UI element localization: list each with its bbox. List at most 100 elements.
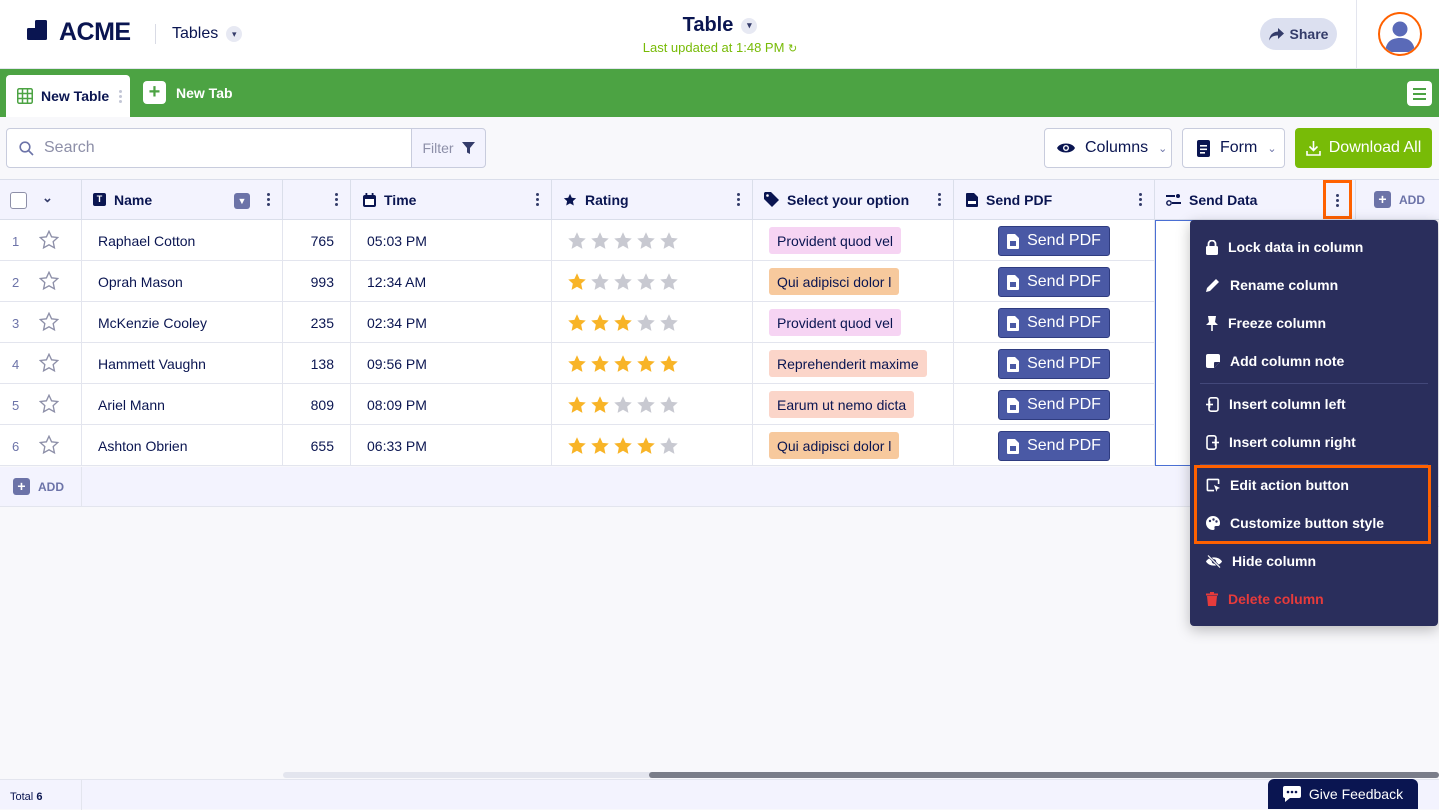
- rating-star-icon[interactable]: [590, 272, 610, 292]
- select-all-checkbox[interactable]: [10, 192, 27, 209]
- new-tab-button[interactable]: + New Tab: [143, 81, 233, 104]
- rating-star-icon[interactable]: [567, 231, 587, 251]
- time-cell[interactable]: 05:03 PM: [351, 220, 552, 261]
- rating-star-icon[interactable]: [567, 313, 587, 333]
- number-cell[interactable]: 993: [283, 261, 351, 302]
- rating-star-icon[interactable]: [659, 395, 679, 415]
- send-pdf-button[interactable]: Send PDF: [998, 267, 1110, 297]
- send-data-column-options-highlighted[interactable]: [1323, 180, 1352, 219]
- rating-cell[interactable]: [552, 220, 753, 261]
- time-cell[interactable]: 02:34 PM: [351, 302, 552, 343]
- option-cell[interactable]: Qui adipisci dolor l: [753, 261, 954, 302]
- time-cell[interactable]: 12:34 AM: [351, 261, 552, 302]
- star-outline-icon[interactable]: [39, 394, 59, 414]
- name-cell[interactable]: Ashton Obrien: [82, 425, 283, 466]
- number-cell[interactable]: 138: [283, 343, 351, 384]
- rating-star-icon[interactable]: [659, 354, 679, 374]
- rating-star-icon[interactable]: [567, 354, 587, 374]
- tab-options-icon[interactable]: [119, 89, 123, 103]
- add-row-button[interactable]: + ADD: [13, 478, 64, 495]
- column-options-icon[interactable]: [267, 193, 270, 206]
- table-row[interactable]: 4 Hammett Vaughn 138 09:56 PM Reprehenderit …: [0, 343, 1155, 384]
- send-pdf-button[interactable]: Send PDF: [998, 431, 1110, 461]
- column-options-icon[interactable]: [737, 193, 740, 206]
- rating-cell[interactable]: [552, 261, 753, 302]
- horizontal-scrollbar-thumb[interactable]: [649, 772, 1439, 778]
- rating-star-icon[interactable]: [636, 272, 656, 292]
- rating-star-icon[interactable]: [590, 313, 610, 333]
- menu-item-lock-data[interactable]: Lock data in column: [1190, 228, 1438, 266]
- rating-star-icon[interactable]: [636, 395, 656, 415]
- menu-item-rename[interactable]: Rename column: [1190, 266, 1438, 304]
- rating-star-icon[interactable]: [659, 272, 679, 292]
- table-row[interactable]: 3 McKenzie Cooley 235 02:34 PM Provident quo…: [0, 302, 1155, 343]
- option-cell[interactable]: Qui adipisci dolor l: [753, 425, 954, 466]
- column-header-select-option[interactable]: Select your option: [753, 179, 954, 220]
- send-pdf-button[interactable]: Send PDF: [998, 226, 1110, 256]
- rating-star-icon[interactable]: [567, 436, 587, 456]
- star-outline-icon[interactable]: [39, 312, 59, 332]
- search-input[interactable]: [44, 139, 384, 157]
- search-box[interactable]: [6, 128, 412, 168]
- rating-star-icon[interactable]: [590, 395, 610, 415]
- app-switcher[interactable]: Tables ▾: [172, 25, 243, 43]
- rating-star-icon[interactable]: [567, 272, 587, 292]
- rating-star-icon[interactable]: [613, 272, 633, 292]
- frozen-pin-icon[interactable]: ▼: [234, 193, 250, 209]
- column-options-icon[interactable]: [335, 193, 338, 206]
- menu-item-hide-column[interactable]: Hide column: [1190, 542, 1438, 580]
- rating-cell[interactable]: [552, 384, 753, 425]
- tab-new-table[interactable]: New Table: [6, 75, 130, 117]
- menu-item-customize-button-style[interactable]: Customize button style: [1190, 504, 1438, 542]
- time-cell[interactable]: 09:56 PM: [351, 343, 552, 384]
- column-header-time[interactable]: Time: [351, 179, 552, 220]
- table-row[interactable]: 6 Ashton Obrien 655 06:33 PM Qui adipisci do…: [0, 425, 1155, 466]
- hamburger-menu-icon[interactable]: [1407, 81, 1432, 106]
- table-row[interactable]: 5 Ariel Mann 809 08:09 PM Earum ut nemo dict…: [0, 384, 1155, 425]
- number-cell[interactable]: 765: [283, 220, 351, 261]
- option-cell[interactable]: Reprehenderit maxime: [753, 343, 954, 384]
- rating-star-icon[interactable]: [659, 313, 679, 333]
- give-feedback-button[interactable]: Give Feedback: [1268, 779, 1418, 809]
- star-rating[interactable]: [567, 231, 679, 251]
- rating-star-icon[interactable]: [613, 313, 633, 333]
- select-all-chevron-down-icon[interactable]: ⌄: [42, 190, 53, 205]
- rating-cell[interactable]: [552, 343, 753, 384]
- name-cell[interactable]: Ariel Mann: [82, 384, 283, 425]
- rating-star-icon[interactable]: [590, 354, 610, 374]
- menu-item-insert-right[interactable]: Insert column right: [1190, 423, 1438, 461]
- rating-star-icon[interactable]: [613, 231, 633, 251]
- rating-cell[interactable]: [552, 302, 753, 343]
- rating-star-icon[interactable]: [636, 354, 656, 374]
- star-rating[interactable]: [567, 436, 679, 456]
- option-cell[interactable]: Provident quod vel: [753, 302, 954, 343]
- menu-item-freeze[interactable]: Freeze column: [1190, 304, 1438, 342]
- table-row[interactable]: 2 Oprah Mason 993 12:34 AM Qui adipisci dolo…: [0, 261, 1155, 302]
- column-options-icon[interactable]: [1336, 194, 1339, 207]
- title-chevron-down-icon[interactable]: ▾: [741, 17, 758, 34]
- rating-star-icon[interactable]: [590, 231, 610, 251]
- refresh-icon[interactable]: ↻: [788, 43, 798, 55]
- star-rating[interactable]: [567, 313, 679, 333]
- number-cell[interactable]: 235: [283, 302, 351, 343]
- rating-star-icon[interactable]: [567, 395, 587, 415]
- rating-star-icon[interactable]: [636, 231, 656, 251]
- send-pdf-button[interactable]: Send PDF: [998, 390, 1110, 420]
- name-cell[interactable]: Raphael Cotton: [82, 220, 283, 261]
- name-cell[interactable]: McKenzie Cooley: [82, 302, 283, 343]
- star-outline-icon[interactable]: [39, 353, 59, 373]
- menu-item-add-note[interactable]: Add column note: [1190, 342, 1438, 380]
- menu-item-delete-column[interactable]: Delete column: [1190, 580, 1438, 618]
- send-pdf-button[interactable]: Send PDF: [998, 308, 1110, 338]
- rating-star-icon[interactable]: [613, 395, 633, 415]
- column-options-icon[interactable]: [536, 193, 539, 206]
- download-all-button[interactable]: Download All: [1295, 128, 1432, 168]
- time-cell[interactable]: 08:09 PM: [351, 384, 552, 425]
- name-cell[interactable]: Hammett Vaughn: [82, 343, 283, 384]
- option-cell[interactable]: Earum ut nemo dicta: [753, 384, 954, 425]
- column-header-rating[interactable]: Rating: [552, 179, 753, 220]
- menu-item-insert-left[interactable]: Insert column left: [1190, 385, 1438, 423]
- menu-item-edit-action-button[interactable]: Edit action button: [1190, 466, 1438, 504]
- time-cell[interactable]: 06:33 PM: [351, 425, 552, 466]
- rating-star-icon[interactable]: [636, 436, 656, 456]
